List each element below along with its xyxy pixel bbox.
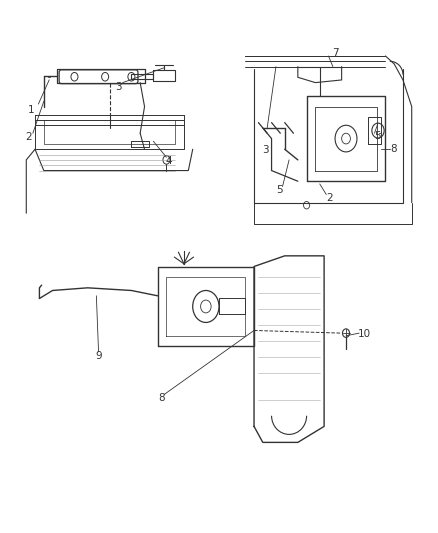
Text: 10: 10 (358, 329, 371, 339)
Text: 8: 8 (158, 393, 165, 403)
Text: 4: 4 (165, 156, 172, 166)
Text: 2: 2 (326, 193, 333, 203)
Text: 9: 9 (95, 351, 102, 361)
Text: 8: 8 (390, 144, 397, 154)
Text: 7: 7 (332, 49, 339, 58)
Text: 1: 1 (27, 106, 34, 115)
Text: 2: 2 (25, 132, 32, 142)
Text: 3: 3 (262, 146, 269, 155)
Text: 3: 3 (115, 83, 122, 92)
Text: 5: 5 (276, 185, 283, 195)
Text: 5: 5 (374, 131, 381, 141)
